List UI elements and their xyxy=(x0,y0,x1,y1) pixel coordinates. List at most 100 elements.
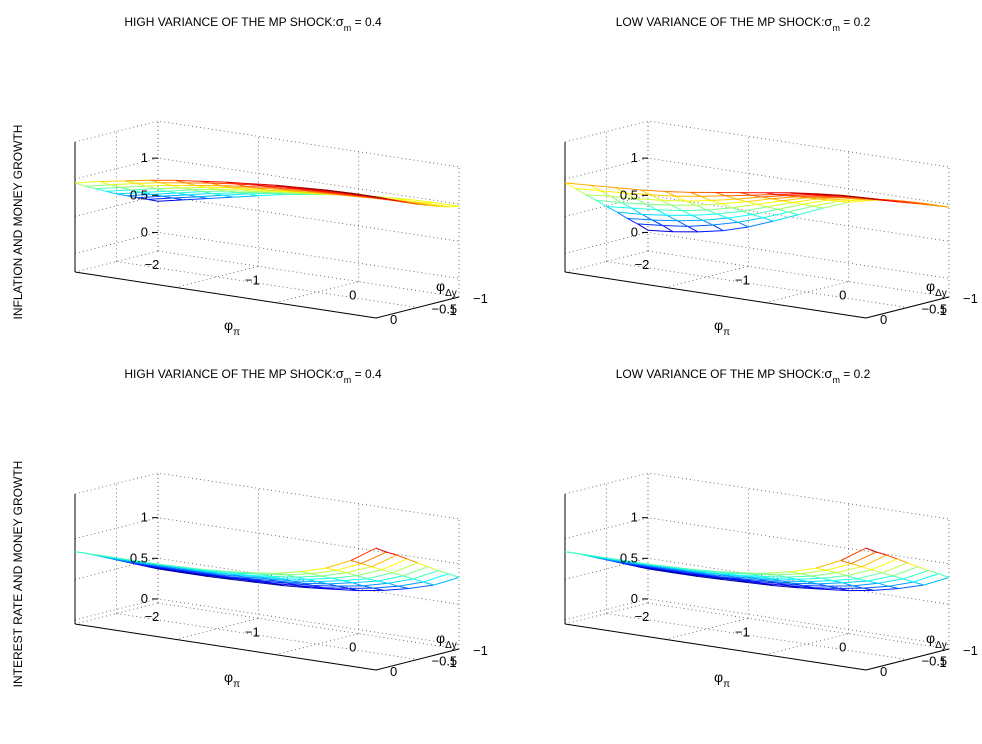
tick-labels: 0 0.5 1 −2 −1 0 1 −1 −0.5 0 xyxy=(130,510,488,679)
title-sigma: σ xyxy=(336,366,344,381)
title-sub: m xyxy=(344,375,352,385)
mesh-segment xyxy=(175,179,201,182)
mesh-segment xyxy=(871,569,883,574)
y-axis-label-sub: Δy xyxy=(935,640,947,651)
mesh-segment xyxy=(396,200,408,203)
mesh-segment xyxy=(210,182,236,185)
mesh-segment xyxy=(367,572,393,580)
mesh-segment xyxy=(225,181,251,185)
mesh-segment xyxy=(74,551,101,556)
y-axis-label-sub: Δy xyxy=(445,640,457,651)
grid-line-z xyxy=(74,517,460,565)
mesh-segment xyxy=(283,585,309,589)
mesh-segment xyxy=(767,202,793,208)
mesh-segment xyxy=(767,580,793,584)
mesh-segment xyxy=(271,576,297,578)
mesh-segment xyxy=(187,193,213,196)
mesh-segment xyxy=(721,201,747,205)
mesh-segment xyxy=(876,199,887,202)
mesh-segment xyxy=(438,570,449,575)
mesh-segment xyxy=(756,203,768,208)
mesh-segment xyxy=(383,196,409,200)
grid-line-floor xyxy=(606,613,908,660)
mesh-segment xyxy=(750,573,777,576)
mesh-segment xyxy=(888,581,914,587)
grid-line-z xyxy=(74,231,460,279)
mesh-segment xyxy=(665,191,676,197)
row-label-bottom: INTEREST RATE AND MONEY GROWTH xyxy=(11,461,25,688)
mesh-segment xyxy=(792,202,803,205)
mesh-segment xyxy=(712,221,739,226)
mesh-segment xyxy=(917,566,929,572)
mesh-segment xyxy=(266,578,293,582)
mesh-segment xyxy=(840,194,867,199)
mesh-segment xyxy=(615,187,641,191)
mesh-segment xyxy=(802,585,828,587)
mesh-segment xyxy=(427,566,439,572)
mesh-segment xyxy=(913,581,925,586)
mesh-segment xyxy=(625,192,637,200)
mesh-segment xyxy=(692,213,718,216)
mesh-segment xyxy=(172,196,198,199)
mesh-segment xyxy=(216,573,242,578)
mesh-segment xyxy=(350,192,377,198)
mesh-segment xyxy=(325,560,352,569)
mesh-segment xyxy=(377,580,389,584)
mesh-segment xyxy=(386,198,397,202)
mesh-segment xyxy=(821,575,848,579)
grid-line-floor xyxy=(116,261,418,308)
mesh-segment xyxy=(300,571,312,575)
mesh-segment xyxy=(202,190,228,193)
mesh-segment xyxy=(272,582,299,587)
mesh-segment xyxy=(665,191,691,193)
x-tick-label: −2 xyxy=(635,257,650,272)
tick-labels: 0 0.5 1 −2 −1 0 1 −1 −0.5 0 xyxy=(620,510,978,679)
mesh-segment xyxy=(897,201,908,204)
mesh-segment xyxy=(706,207,732,211)
mesh-segment xyxy=(325,567,337,571)
y-tick-label: −0.5 xyxy=(432,302,458,317)
mesh-segment xyxy=(408,198,434,203)
mesh-segment xyxy=(620,202,632,209)
z-tick-label: 1 xyxy=(631,150,638,165)
mesh-segment xyxy=(398,585,409,589)
mesh-segment xyxy=(635,198,647,205)
title-text: HIGH VARIANCE OF THE MP SHOCK: xyxy=(124,367,335,381)
mesh-segment xyxy=(665,565,691,570)
mesh-segment xyxy=(352,580,378,584)
mesh-segment xyxy=(762,582,789,587)
x-tick-label: −2 xyxy=(145,257,160,272)
subplot-title: HIGH VARIANCE OF THE MP SHOCK:σm = 0.4 xyxy=(124,366,382,385)
mesh-segment xyxy=(275,184,301,189)
mesh-segment xyxy=(737,217,764,223)
mesh-segment xyxy=(336,569,347,574)
x-axis-line xyxy=(564,271,867,319)
mesh-segment xyxy=(151,192,178,195)
mesh-segment xyxy=(790,567,816,573)
mesh-segment xyxy=(832,578,858,582)
mesh-segment xyxy=(865,547,877,553)
mesh-segment xyxy=(857,572,883,580)
mesh-segment xyxy=(256,187,282,190)
title-sub: m xyxy=(832,23,840,33)
axes-grid xyxy=(564,472,950,671)
mesh-segment xyxy=(448,573,460,578)
mesh-segment xyxy=(788,585,814,589)
mesh-segment xyxy=(610,195,636,200)
mesh-segment xyxy=(373,585,399,589)
mesh-segment xyxy=(871,558,898,571)
surface-mesh xyxy=(564,182,950,233)
grid-line-floor xyxy=(275,633,359,656)
x-tick-label: 0 xyxy=(839,640,846,655)
mesh-segment xyxy=(74,182,86,187)
mesh-segment xyxy=(106,189,132,192)
mesh-segment xyxy=(212,192,238,194)
title-text: LOW VARIANCE OF THE MP SHOCK: xyxy=(616,367,825,381)
grid-line-floor xyxy=(157,250,460,298)
mesh-segment xyxy=(742,578,768,582)
mesh-segment xyxy=(302,582,328,585)
x-axis-label: φπ xyxy=(714,317,730,338)
mesh-segment xyxy=(362,585,374,589)
x-axis-label: φπ xyxy=(714,669,730,690)
mesh-segment xyxy=(413,570,439,580)
